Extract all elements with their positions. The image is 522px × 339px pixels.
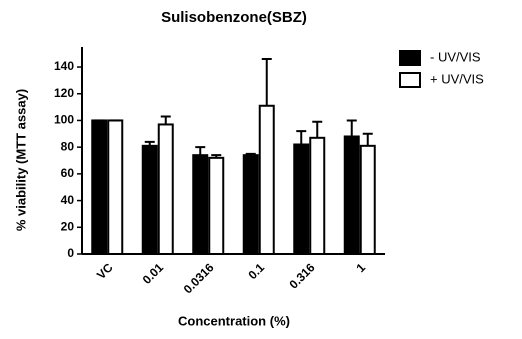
y-tick-label: 80 [61,139,75,153]
bar [359,144,376,255]
y-tick-label: 60 [61,166,75,180]
y-tick-label: 20 [61,219,75,233]
legend-swatch [399,72,421,88]
x-axis-label: Concentration (%) [178,313,290,328]
bar [258,104,275,255]
legend-label: + UV/VIS [430,71,484,86]
error-bar [312,120,323,138]
x-tick-label: 0.1 [245,260,267,282]
error-bar [261,58,272,106]
y-tick-label: 100 [54,113,74,127]
bar [141,144,158,255]
x-tick-label: 0.0316 [181,260,217,296]
bar [157,123,174,255]
error-bar [195,146,206,156]
error-bar [211,154,222,158]
y-tick-label: 40 [61,193,75,207]
bar [293,143,310,255]
error-bar [245,152,256,156]
bar [192,154,209,255]
chart-title: Sulisobenzone(SBZ) [161,9,307,26]
bar [343,135,360,255]
x-tick-label: 0.01 [140,260,167,287]
legend-swatch [399,50,421,66]
bar [208,156,225,255]
bar [309,136,326,255]
error-bar [362,132,373,146]
legend-label: - UV/VIS [430,49,481,64]
y-tick-label: 120 [54,86,74,100]
bar [91,119,108,255]
y-axis-label: % viability (MTT assay) [13,89,28,231]
bar [242,154,259,255]
x-tick-label: 0.316 [286,260,317,291]
x-tick-label: 1 [353,260,368,275]
x-tick-label: VC [94,260,116,282]
error-bar [160,115,171,125]
error-bar [346,119,357,137]
error-bar [144,140,155,146]
y-tick-label: 140 [54,59,74,73]
error-bar [296,130,307,145]
y-tick-label: 0 [67,246,74,260]
bar [107,119,124,255]
